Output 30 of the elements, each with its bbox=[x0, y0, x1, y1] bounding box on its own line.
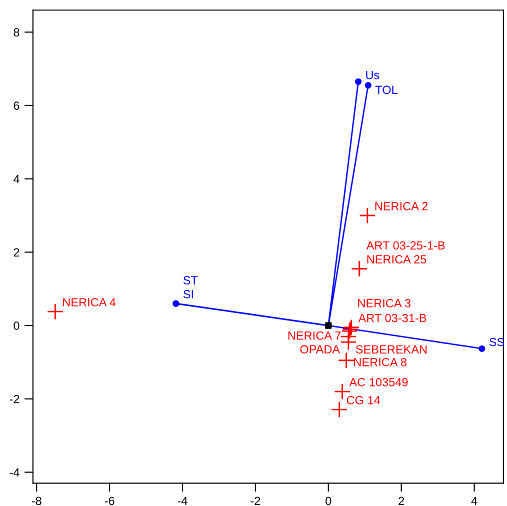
y-tick-label: -2 bbox=[10, 394, 20, 404]
data-label: TOL bbox=[375, 86, 398, 94]
data-label: ST bbox=[183, 276, 198, 284]
data-label: OPADA bbox=[300, 345, 340, 354]
data-label: ART 03-25-1-B bbox=[366, 241, 445, 250]
y-tick-label: 0 bbox=[14, 322, 20, 330]
x-tick-label: -8 bbox=[32, 496, 42, 506]
x-tick-label: 0 bbox=[326, 496, 332, 506]
y-tick-label: 6 bbox=[14, 102, 20, 110]
x-tick-label: -4 bbox=[178, 496, 188, 505]
x-tick-label: -6 bbox=[104, 496, 114, 506]
data-label: SEBEREKAN bbox=[356, 345, 427, 354]
data-label: AC 103549 bbox=[349, 378, 408, 386]
data-label: Us bbox=[366, 71, 380, 80]
y-tick-label: 2 bbox=[14, 248, 20, 256]
data-label: NERICA 7 bbox=[288, 331, 341, 340]
x-tick-label: 2 bbox=[398, 496, 404, 505]
data-label: SI bbox=[183, 290, 193, 298]
y-tick-label: 4 bbox=[13, 174, 20, 184]
y-tick-label: 8 bbox=[14, 28, 20, 37]
x-tick-label: -2 bbox=[250, 496, 260, 505]
data-label: NERICA 3 bbox=[358, 299, 410, 308]
data-label: NERICA 4 bbox=[63, 298, 116, 306]
data-label: ART 03-31-B bbox=[358, 314, 426, 322]
data-label: CG 14 bbox=[346, 396, 380, 404]
data-label: NERICA 25 bbox=[367, 255, 426, 264]
x-tick-label: 4 bbox=[471, 496, 478, 505]
data-label: NERICA 2 bbox=[375, 202, 428, 210]
data-label: NERICA 8 bbox=[354, 358, 406, 366]
y-tick-label: -4 bbox=[10, 468, 20, 477]
